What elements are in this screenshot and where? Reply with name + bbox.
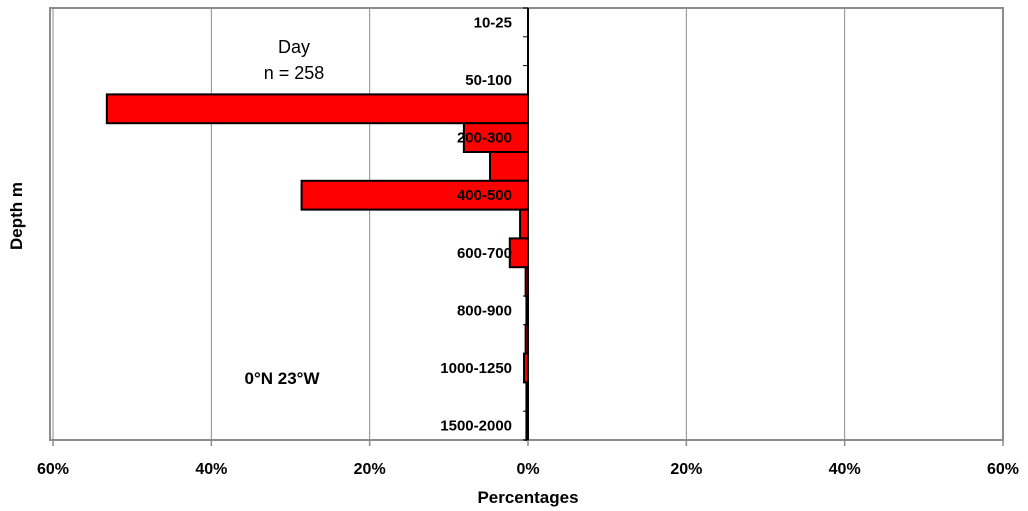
depth-label-layer: 10-25 50-100 200-300 400-500 600-700 800-900 1… <box>440 14 512 434</box>
x-axis-title: Percentages <box>477 488 578 507</box>
x-tick-label: 40% <box>195 461 227 478</box>
x-tick-label: 60% <box>37 461 69 478</box>
depth-label: 800-900 <box>457 302 512 319</box>
x-tick-label: 40% <box>829 461 861 478</box>
grid-layer <box>52 8 846 440</box>
bar-200-300 <box>462 122 529 153</box>
depth-label: 400-500 <box>457 187 512 204</box>
x-tick-label: 20% <box>670 461 702 478</box>
ytick-layer <box>523 7 528 441</box>
bar-600-700 <box>508 237 529 269</box>
depth-label: 600-700 <box>457 245 512 262</box>
bar-100-200 <box>105 93 529 125</box>
x-tick-label: 20% <box>354 461 386 478</box>
location-annotation: 0°N 23°W <box>244 369 320 388</box>
x-tick-label: 0% <box>516 461 539 478</box>
y-axis-title: Depth m <box>7 182 26 250</box>
sample-size-annotation: n = 258 <box>264 63 325 83</box>
bar-300-400 <box>489 151 529 182</box>
depth-label: 10-25 <box>474 14 512 31</box>
depth-label: 1500-2000 <box>440 418 512 435</box>
depth-label: 1000-1250 <box>440 360 512 377</box>
bar-500-600 <box>519 208 529 240</box>
period-annotation: Day <box>278 37 310 57</box>
xtick-layer: 60% 40% 20% 0% 20% 40% 60% <box>37 440 1019 478</box>
depth-label: 50-100 <box>465 72 512 89</box>
x-tick-label: 60% <box>987 461 1019 478</box>
depth-label: 200-300 <box>457 130 512 147</box>
